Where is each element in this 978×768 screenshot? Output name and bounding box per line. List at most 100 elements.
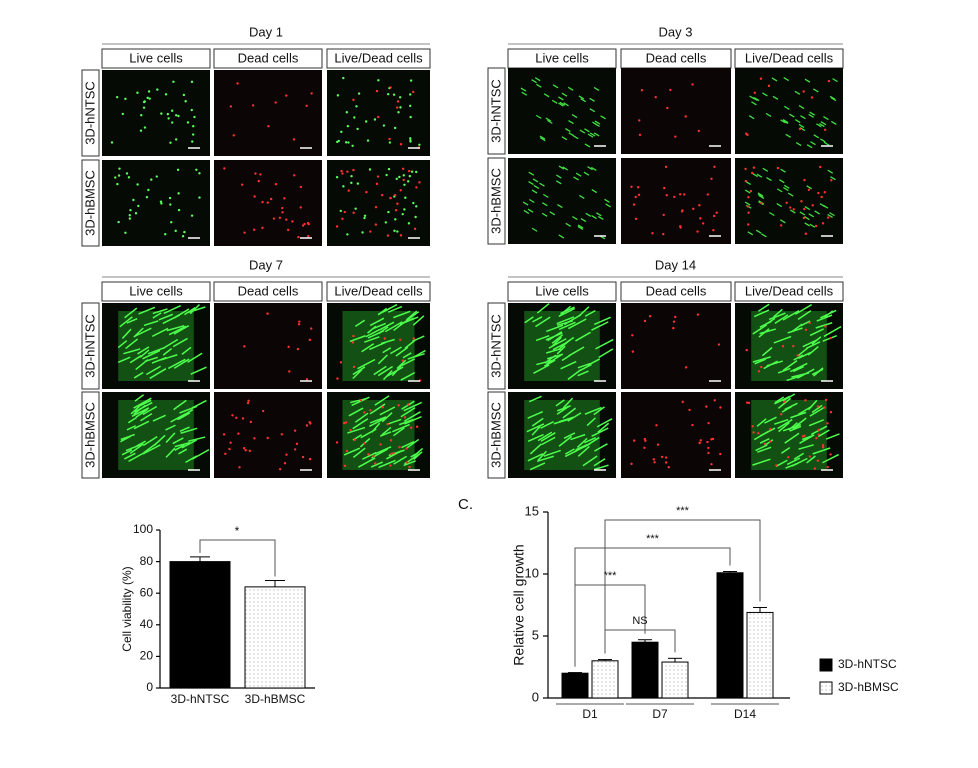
cell [410,451,420,458]
dead-cell [267,125,270,128]
cell [762,167,769,172]
cell [771,77,778,82]
cell [830,176,836,181]
cell [539,135,546,140]
dead-cell [383,337,387,340]
cell [795,303,813,315]
cell [749,95,755,100]
bar [169,561,231,689]
cell [350,174,353,178]
cell [399,358,416,368]
dead-cell [369,230,372,233]
row-label: 3D-hBMSC [82,402,97,468]
dead-cell [409,426,413,429]
cell [798,351,811,359]
column-box [213,48,323,69]
row-box [81,159,100,247]
dead-cell [816,405,820,408]
cell [590,166,597,171]
cell [118,167,121,170]
micrograph-bg [214,70,322,156]
cell [531,189,538,194]
cell [357,358,376,370]
dead-cell [401,359,405,362]
cell [563,102,569,107]
dead-cell [747,223,750,226]
dead-cell [406,403,410,406]
dead-cell [341,217,344,221]
dead-cell [266,201,269,204]
dead-cell [745,348,748,352]
cell [176,168,180,172]
cell [352,369,363,380]
dead-cell [759,77,763,80]
cell [398,96,402,99]
cell [542,193,549,198]
dead-cell [798,127,802,131]
x-tick-label: 3D-hNTSC [171,692,230,706]
cell [580,217,587,223]
dead-cell [308,338,312,342]
cell [126,425,137,431]
cell [401,212,404,216]
micrograph-bg [621,392,731,478]
dead-cell [707,446,710,450]
dead-cell [632,203,636,206]
dead-cell [827,79,831,83]
cell [395,346,409,357]
cell [558,307,576,318]
cell [808,419,825,427]
dead-cell [386,422,389,426]
x-tick-label: 3D-hBMSC [245,692,306,706]
cell [580,98,586,103]
cell [172,80,175,83]
cell [158,313,174,321]
cell [402,352,412,359]
dead-cell [711,437,715,441]
cell [133,371,144,379]
cell [777,397,792,409]
cell [356,127,359,131]
dead-cell [636,186,640,189]
dead-cell [652,458,655,461]
cell [190,214,194,217]
cell [415,170,418,174]
dead-cell [705,405,708,408]
y-tick-label: 60 [140,585,154,599]
cell [354,207,357,210]
cell [179,405,198,414]
cell [164,93,168,96]
column-box [213,281,323,302]
cell [348,407,364,417]
cell [799,435,814,444]
cell [192,124,195,128]
dead-cell [389,439,393,442]
dead-cell [674,135,677,138]
column-label: Live/Dead cells [334,50,423,65]
dead-cell [310,327,313,330]
cell [751,101,757,106]
cell [173,308,190,319]
dead-cell [253,195,256,198]
cell [806,144,813,149]
row-label: 3D-hNTSC [82,314,97,378]
dead-cell [744,167,747,171]
cell [372,322,386,330]
cell [798,123,805,129]
row-label: 3D-hBMSC [488,402,503,468]
cell [182,93,186,97]
column-label: Live/Dead cells [745,283,834,298]
cell [809,406,826,417]
dead-cell [274,101,277,104]
micrograph [327,160,430,246]
cell [361,231,364,234]
cell [577,225,584,230]
y-tick-label: 0 [146,680,153,694]
cell [753,430,770,441]
cell [827,169,834,174]
dead-cell [631,334,634,337]
micrograph [508,392,616,478]
column-label: Live cells [129,283,183,298]
cell [374,446,392,455]
cell [593,316,611,326]
